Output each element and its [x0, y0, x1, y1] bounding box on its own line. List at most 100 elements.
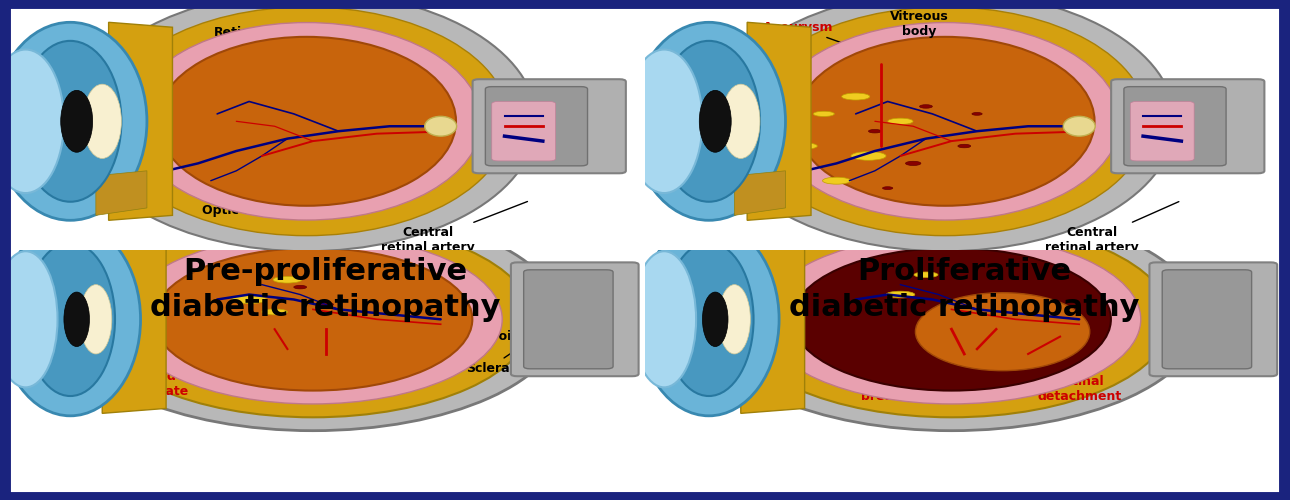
Text: Aneurysm: Aneurysm: [762, 20, 878, 56]
Ellipse shape: [19, 41, 121, 202]
FancyBboxPatch shape: [472, 79, 626, 174]
Ellipse shape: [703, 292, 728, 346]
Text: Hard
exudate: Hard exudate: [744, 345, 866, 388]
Ellipse shape: [823, 177, 850, 184]
Ellipse shape: [721, 84, 760, 158]
Ellipse shape: [664, 242, 753, 396]
Text: Central
retinal artery: Central retinal artery: [381, 202, 528, 254]
Text: Choroid: Choroid: [1156, 330, 1210, 343]
Ellipse shape: [868, 130, 881, 133]
Polygon shape: [734, 171, 786, 216]
Text: Optic nerve: Optic nerve: [466, 134, 547, 147]
Text: Cornea: Cornea: [658, 288, 707, 304]
Ellipse shape: [906, 162, 921, 166]
FancyBboxPatch shape: [485, 86, 587, 166]
Ellipse shape: [64, 208, 562, 430]
Ellipse shape: [424, 116, 457, 136]
Text: Optic nerve: Optic nerve: [1117, 134, 1198, 147]
Ellipse shape: [0, 251, 58, 388]
Text: Cornea: Cornea: [19, 288, 68, 304]
Ellipse shape: [273, 276, 302, 283]
Text: Retinal
detachment: Retinal detachment: [1037, 360, 1121, 403]
Ellipse shape: [770, 22, 1120, 220]
Ellipse shape: [76, 0, 537, 251]
Ellipse shape: [1063, 116, 1095, 136]
Ellipse shape: [882, 186, 893, 190]
Ellipse shape: [231, 296, 267, 304]
Ellipse shape: [971, 112, 982, 116]
Ellipse shape: [632, 22, 786, 220]
Ellipse shape: [886, 291, 915, 298]
Ellipse shape: [0, 50, 64, 193]
Ellipse shape: [658, 41, 760, 202]
Ellipse shape: [703, 208, 1201, 430]
Text: Anterior
chamber: Anterior chamber: [14, 338, 93, 373]
Text: Hemorrhage: Hemorrhage: [231, 350, 324, 395]
FancyBboxPatch shape: [1111, 79, 1264, 174]
Ellipse shape: [639, 223, 779, 416]
Text: Hard
exudate: Hard exudate: [132, 345, 246, 398]
Ellipse shape: [294, 286, 307, 289]
Ellipse shape: [319, 302, 333, 306]
FancyBboxPatch shape: [1130, 102, 1195, 161]
Ellipse shape: [26, 242, 115, 396]
FancyBboxPatch shape: [1124, 86, 1225, 166]
FancyBboxPatch shape: [1149, 262, 1277, 376]
Text: Hemorrhage: Hemorrhage: [934, 356, 1020, 395]
Ellipse shape: [104, 7, 508, 235]
Polygon shape: [740, 225, 805, 414]
FancyBboxPatch shape: [511, 262, 639, 376]
Ellipse shape: [813, 112, 835, 116]
Ellipse shape: [0, 223, 141, 416]
Ellipse shape: [841, 93, 869, 100]
Ellipse shape: [733, 222, 1170, 418]
Text: Zonules: Zonules: [658, 90, 744, 103]
Ellipse shape: [0, 22, 147, 220]
Ellipse shape: [83, 84, 121, 158]
Ellipse shape: [715, 0, 1175, 251]
Text: Pre-proliferative
diabetic retinopathy: Pre-proliferative diabetic retinopathy: [151, 258, 501, 322]
Text: Central
retinal artery: Central retinal artery: [1045, 202, 1179, 254]
Text: Central
retinal vein: Central retinal vein: [337, 88, 476, 130]
Text: Anterior
chamber: Anterior chamber: [653, 338, 731, 373]
Text: Proliferative
diabetic retinopathy: Proliferative diabetic retinopathy: [789, 258, 1139, 322]
Ellipse shape: [124, 234, 502, 404]
Ellipse shape: [626, 50, 703, 193]
Text: Retina: Retina: [929, 46, 975, 70]
Text: Ciliary
body: Ciliary body: [699, 43, 770, 71]
Ellipse shape: [719, 284, 751, 354]
Text: Optic disc: Optic disc: [201, 167, 348, 217]
Ellipse shape: [80, 284, 112, 354]
Ellipse shape: [792, 248, 1111, 390]
Text: Retinal
break: Retinal break: [857, 356, 937, 403]
Text: Retina: Retina: [214, 26, 272, 50]
Text: Zonules: Zonules: [19, 90, 106, 103]
Ellipse shape: [632, 251, 697, 388]
Polygon shape: [102, 225, 166, 414]
Ellipse shape: [888, 118, 913, 124]
Polygon shape: [108, 22, 173, 220]
Ellipse shape: [915, 272, 938, 278]
Text: Iris: Iris: [658, 132, 700, 152]
Text: Sclera: Sclera: [1156, 352, 1200, 376]
Ellipse shape: [262, 309, 288, 315]
Text: Vitreous
body: Vitreous body: [890, 10, 949, 38]
Ellipse shape: [699, 90, 731, 152]
Ellipse shape: [762, 234, 1140, 404]
Ellipse shape: [920, 104, 933, 108]
Text: Sclera: Sclera: [466, 350, 515, 376]
Text: Central
retinal vein: Central retinal vein: [1001, 88, 1121, 130]
Ellipse shape: [154, 248, 472, 390]
Ellipse shape: [61, 90, 93, 152]
Ellipse shape: [743, 7, 1147, 235]
Ellipse shape: [64, 292, 89, 346]
FancyBboxPatch shape: [1162, 270, 1251, 369]
Text: Iris: Iris: [19, 122, 61, 138]
Text: Ciliary
body: Ciliary body: [61, 43, 132, 71]
Ellipse shape: [94, 222, 531, 418]
Polygon shape: [747, 22, 811, 220]
Ellipse shape: [792, 143, 818, 149]
Ellipse shape: [796, 37, 1094, 206]
Ellipse shape: [958, 144, 970, 148]
Text: Choroid: Choroid: [466, 330, 520, 343]
